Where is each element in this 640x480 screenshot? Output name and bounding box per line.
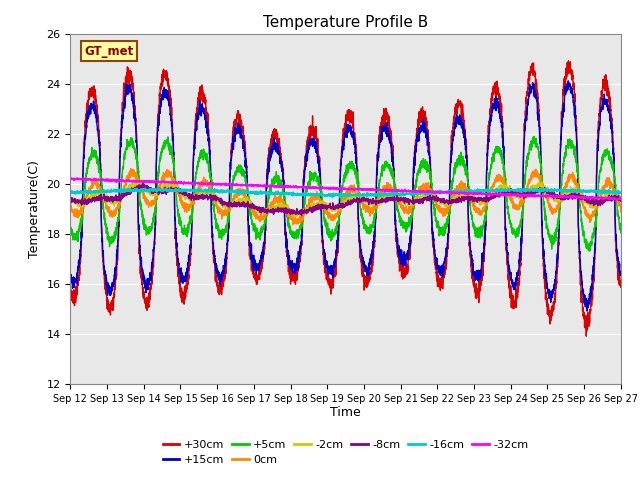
+5cm — [67, 225, 74, 231]
Line: -2cm: -2cm — [70, 180, 621, 217]
-8cm — [140, 180, 147, 186]
-16cm — [617, 190, 625, 196]
-2cm — [101, 196, 109, 202]
-8cm — [132, 186, 140, 192]
-32cm — [447, 191, 454, 196]
-32cm — [101, 177, 109, 183]
-2cm — [131, 177, 138, 183]
-16cm — [132, 186, 140, 192]
+30cm — [101, 287, 109, 292]
+30cm — [132, 131, 140, 136]
-2cm — [492, 186, 500, 192]
0cm — [101, 198, 109, 204]
+15cm — [492, 104, 499, 109]
+30cm — [582, 333, 590, 339]
0cm — [447, 200, 455, 206]
-32cm — [238, 182, 246, 188]
-16cm — [237, 189, 245, 194]
-8cm — [298, 213, 305, 219]
+30cm — [447, 153, 454, 158]
+5cm — [132, 152, 140, 157]
Title: Temperature Profile B: Temperature Profile B — [263, 15, 428, 30]
+5cm — [586, 248, 594, 254]
+15cm — [237, 133, 245, 139]
X-axis label: Time: Time — [330, 407, 361, 420]
Line: +15cm: +15cm — [70, 81, 621, 311]
+5cm — [237, 166, 245, 171]
+30cm — [237, 119, 245, 125]
-32cm — [67, 176, 74, 181]
+15cm — [617, 271, 625, 276]
-8cm — [447, 200, 455, 205]
-2cm — [67, 199, 74, 205]
+5cm — [617, 230, 625, 236]
+5cm — [530, 133, 538, 139]
0cm — [492, 175, 500, 181]
+30cm — [617, 285, 625, 290]
Line: -16cm: -16cm — [70, 188, 621, 198]
+15cm — [132, 127, 140, 133]
-32cm — [133, 178, 141, 184]
-16cm — [542, 185, 550, 191]
0cm — [617, 209, 625, 215]
-16cm — [101, 188, 109, 193]
+5cm — [447, 200, 454, 205]
-2cm — [132, 184, 140, 190]
0cm — [133, 170, 141, 176]
+15cm — [583, 308, 591, 314]
-2cm — [238, 197, 246, 203]
+15cm — [447, 158, 454, 164]
+15cm — [132, 141, 140, 146]
-2cm — [617, 195, 625, 201]
-32cm — [67, 175, 74, 181]
-16cm — [447, 189, 454, 195]
-32cm — [132, 178, 140, 184]
-8cm — [132, 184, 140, 190]
Legend: +30cm, +15cm, +5cm, 0cm, -2cm, -8cm, -16cm, -32cm: +30cm, +15cm, +5cm, 0cm, -2cm, -8cm, -16… — [158, 435, 533, 469]
-16cm — [67, 191, 74, 196]
0cm — [289, 222, 297, 228]
-8cm — [101, 196, 109, 202]
0cm — [127, 166, 134, 171]
-16cm — [492, 187, 499, 193]
-2cm — [447, 199, 455, 205]
-32cm — [492, 191, 499, 196]
+5cm — [132, 146, 140, 152]
-2cm — [291, 215, 298, 220]
Line: -32cm: -32cm — [70, 178, 621, 200]
+30cm — [132, 120, 140, 126]
Line: +30cm: +30cm — [70, 61, 621, 336]
+5cm — [101, 216, 109, 222]
-8cm — [492, 193, 500, 199]
Line: +5cm: +5cm — [70, 136, 621, 251]
Y-axis label: Temperature(C): Temperature(C) — [28, 160, 41, 258]
-2cm — [133, 182, 141, 188]
+15cm — [67, 271, 74, 277]
+30cm — [564, 58, 572, 64]
0cm — [238, 186, 246, 192]
0cm — [132, 176, 140, 182]
+15cm — [101, 272, 109, 277]
-16cm — [336, 195, 344, 201]
-16cm — [132, 188, 140, 194]
-32cm — [617, 196, 625, 202]
Line: -8cm: -8cm — [70, 183, 621, 216]
Line: 0cm: 0cm — [70, 168, 621, 225]
-32cm — [613, 197, 621, 203]
0cm — [67, 204, 74, 210]
+15cm — [564, 78, 572, 84]
+5cm — [492, 145, 499, 151]
-8cm — [617, 195, 625, 201]
+30cm — [67, 280, 74, 286]
-8cm — [67, 195, 74, 201]
-8cm — [238, 203, 246, 209]
+30cm — [492, 83, 499, 89]
Text: GT_met: GT_met — [84, 45, 133, 58]
